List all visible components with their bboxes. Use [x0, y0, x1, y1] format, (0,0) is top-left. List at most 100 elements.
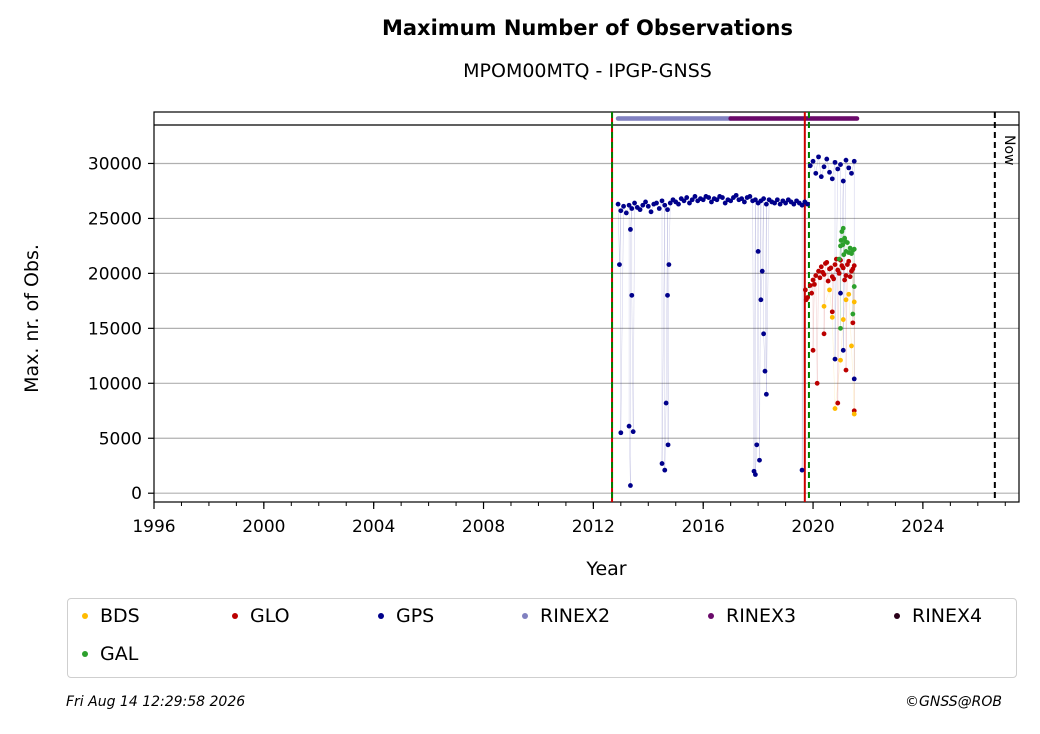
- data-point-gps: [665, 207, 670, 213]
- data-point-gal: [840, 242, 846, 248]
- data-point-gps: [827, 169, 832, 175]
- legend-label: GLO: [250, 605, 290, 627]
- legend-marker: [82, 613, 88, 619]
- legend-item-gal: GAL: [82, 643, 138, 665]
- data-point-gps: [763, 391, 769, 397]
- data-point-bds: [821, 303, 827, 309]
- data-point-glo: [823, 261, 828, 266]
- x-axis-label: Year: [585, 558, 626, 580]
- data-point-gps: [810, 158, 816, 164]
- plot-frame: [153, 111, 1020, 503]
- data-point-gps: [851, 158, 857, 164]
- legend-label: RINEX3: [726, 605, 797, 627]
- data-point-gps: [630, 429, 636, 435]
- data-point-gps: [656, 206, 662, 211]
- x-tick-label: 2024: [901, 517, 944, 537]
- data-point-gps: [813, 170, 819, 176]
- data-point-gal: [841, 252, 847, 258]
- data-point-glo: [851, 408, 857, 414]
- data-point-gps: [772, 200, 778, 206]
- data-point-gps: [733, 192, 739, 198]
- data-point-gps: [629, 206, 635, 211]
- legend-item-rinex4: RINEX4: [894, 605, 982, 627]
- data-point-gps: [761, 331, 767, 337]
- y-tick-label: 15000: [88, 319, 142, 339]
- data-point-glo: [816, 268, 821, 274]
- data-point-gps: [818, 174, 824, 180]
- data-point-gps: [687, 200, 692, 206]
- legend-label: RINEX4: [912, 605, 983, 627]
- data-point-glo: [803, 297, 809, 303]
- y-axis-label: Max. nr. of Obs.: [21, 244, 43, 393]
- data-point-gal: [838, 325, 843, 331]
- data-point-gps: [824, 156, 830, 162]
- data-point-gps: [689, 197, 695, 203]
- data-point-gps: [759, 268, 765, 274]
- data-point-gps: [799, 467, 805, 473]
- legend-item-glo: GLO: [232, 605, 290, 627]
- data-point-bds: [840, 317, 846, 322]
- data-point-gps: [643, 199, 648, 205]
- chart-canvas: Now 0 5000 10000 15000 20000 25000 30000 1996 200…: [21, 111, 1020, 580]
- data-point-glo: [832, 262, 838, 267]
- x-tick-label: 2016: [682, 517, 725, 537]
- x-tick-label: 1996: [132, 517, 175, 537]
- data-point-glo: [828, 265, 834, 271]
- data-point-gps: [832, 356, 838, 362]
- data-point-gps: [747, 194, 753, 199]
- data-point-gps: [739, 196, 745, 202]
- data-point-gps: [629, 292, 635, 298]
- legend-marker: [708, 613, 714, 619]
- data-point-gal: [850, 311, 856, 317]
- legend-label: GPS: [396, 605, 435, 627]
- data-point-glo: [843, 367, 849, 373]
- chart-legend: BDS GLO GPS RINEX2 RINEX3 RINEX4 GAL: [67, 598, 1017, 678]
- data-point-gps: [720, 195, 725, 200]
- data-point-glo: [831, 276, 837, 282]
- data-point-gps: [617, 262, 622, 267]
- y-tick-label: 5000: [99, 429, 142, 449]
- data-point-glo: [847, 274, 853, 280]
- legend-marker: [232, 613, 238, 619]
- data-point-gal: [851, 246, 857, 252]
- data-point-gps: [645, 203, 651, 209]
- data-point-gps: [761, 196, 767, 202]
- data-point-gps: [681, 198, 687, 204]
- data-point-glo: [814, 380, 820, 386]
- data-point-gps: [665, 442, 671, 448]
- footer-copyright: ©GNSS@ROB: [905, 694, 1002, 710]
- data-point-glo: [825, 278, 831, 284]
- data-point-gps: [692, 194, 698, 199]
- data-point-gps: [676, 201, 681, 207]
- data-point-bds: [829, 314, 835, 320]
- legend-marker: [522, 613, 528, 619]
- data-point-gps: [783, 200, 788, 206]
- data-point-gps: [626, 423, 632, 429]
- y-tick-label: 25000: [88, 209, 142, 229]
- footer-date: Fri Aug 14 12:29:58 2026: [66, 694, 246, 710]
- data-point-gps: [663, 400, 669, 406]
- data-point-gps: [654, 200, 659, 206]
- data-point-gps: [632, 200, 637, 206]
- data-point-gps: [763, 201, 769, 207]
- data-point-gps: [835, 166, 841, 172]
- data-point-gps: [840, 178, 846, 184]
- data-point-gps: [615, 201, 621, 207]
- data-point-gps: [659, 198, 665, 204]
- data-point-gps: [706, 195, 712, 200]
- y-tick-label: 10000: [88, 374, 142, 394]
- legend-item-bds: BDS: [82, 605, 140, 627]
- legend-marker: [378, 613, 384, 619]
- data-point-gps: [714, 197, 720, 203]
- data-point-gps: [816, 154, 821, 160]
- data-point-glo: [812, 281, 817, 287]
- data-point-gps: [709, 199, 714, 205]
- now-label: Now: [1001, 135, 1017, 166]
- legend-label: BDS: [100, 605, 140, 627]
- data-point-glo: [836, 270, 842, 276]
- legend-item-gps: GPS: [378, 605, 434, 627]
- data-point-gps: [762, 368, 768, 374]
- rinex-band-point-rinex3: [854, 116, 860, 121]
- data-point-gps: [821, 164, 827, 170]
- data-point-gps: [628, 483, 633, 488]
